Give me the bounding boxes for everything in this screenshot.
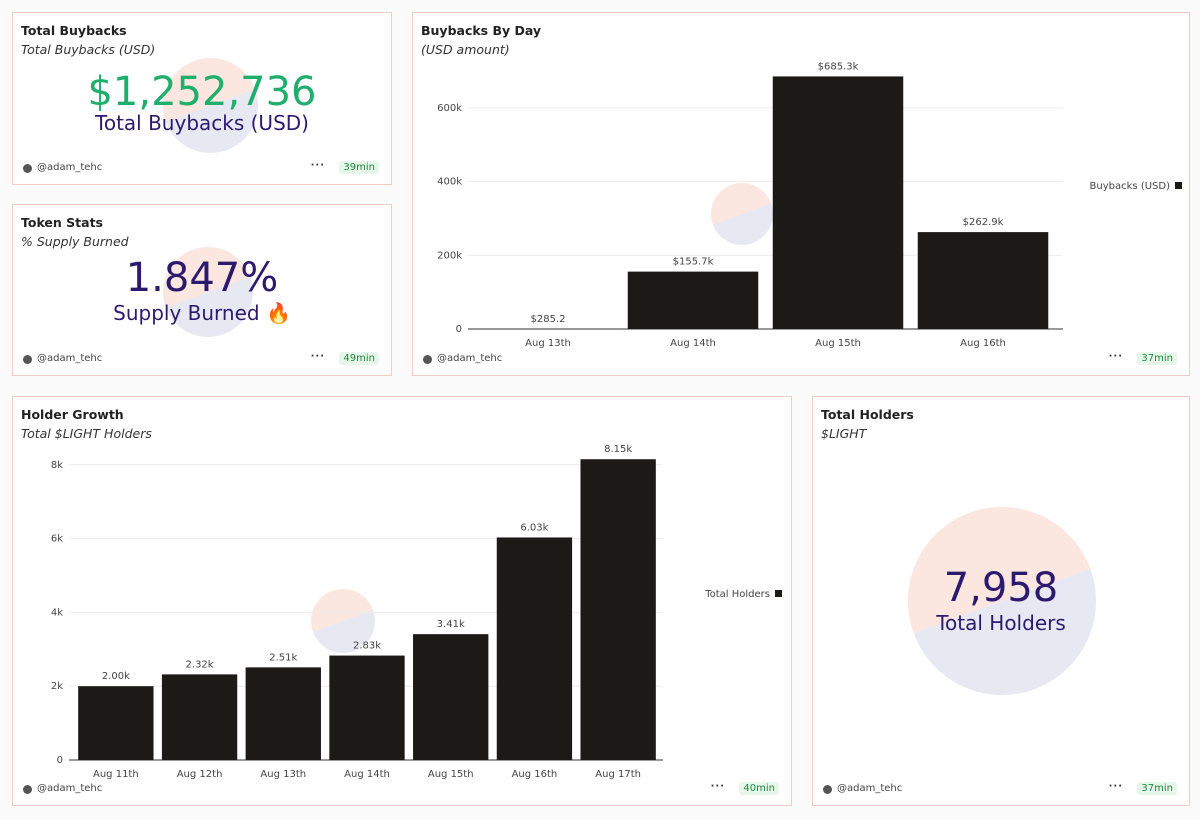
data-label: $685.3k: [818, 61, 859, 72]
data-label: 8.15k: [604, 444, 632, 455]
watermark: [163, 58, 258, 153]
chart-panel: 0 200k 400k 600k Aug 13th Aug 14th Aug 15th Aug…: [412, 12, 1190, 376]
watermark: [908, 507, 1096, 695]
panel-title: Token Stats: [21, 215, 103, 230]
watermark: [163, 247, 253, 337]
panel-subtitle: $LIGHT: [821, 426, 867, 441]
bar: [161, 674, 238, 760]
bar: [413, 634, 489, 760]
footer: @adam_tehc ··· 49min: [21, 351, 383, 367]
author: @adam_tehc: [437, 353, 503, 364]
chart-title: Holder Growth: [21, 407, 124, 422]
bar: [627, 271, 759, 329]
y-tick-label: 6k: [51, 534, 63, 545]
watermark: [711, 183, 773, 245]
chart-title: Buybacks By Day: [421, 23, 542, 38]
data-label: 2.51k: [269, 652, 297, 663]
y-tick-label: 600k: [437, 103, 462, 114]
panel-subtitle: % Supply Burned: [21, 234, 129, 249]
legend-label: Buybacks (USD): [1090, 181, 1171, 192]
x-tick-label: Aug 16th: [960, 338, 1006, 349]
bar: [496, 537, 573, 760]
watermark: [311, 589, 375, 653]
age-badge: 49min: [339, 352, 379, 365]
y-tick-label: 400k: [437, 177, 462, 188]
data-label: 6.03k: [520, 522, 548, 533]
footer: @adam_tehc ··· 37min: [821, 781, 1181, 797]
y-tick-label: 0: [456, 324, 462, 335]
x-tick-label: Aug 14th: [344, 769, 390, 780]
legend-label: Total Holders: [704, 589, 770, 600]
data-label: 2.32k: [186, 659, 214, 670]
counter-value: $1,252,736: [87, 69, 317, 115]
y-tick-label: 4k: [51, 607, 63, 618]
data-label: 3.41k: [437, 619, 465, 630]
author: @adam_tehc: [837, 783, 903, 794]
bar: [78, 686, 154, 760]
data-label: $155.7k: [673, 257, 714, 268]
data-label: $285.2: [531, 314, 566, 325]
menu[interactable]: ···: [1108, 781, 1123, 792]
age-badge: 39min: [339, 161, 379, 174]
counter-value: 1.847%: [125, 255, 279, 301]
author: @adam_tehc: [37, 783, 103, 794]
data-label: 2.00k: [102, 671, 130, 682]
y-tick-label: 200k: [437, 250, 462, 261]
chart: 0 200k 400k 600k Aug 13th Aug 14th Aug 15th Aug…: [437, 61, 1182, 349]
menu[interactable]: ···: [710, 781, 725, 792]
menu[interactable]: ···: [310, 160, 325, 171]
y-tick-label: 0: [57, 755, 63, 766]
chart-subtitle: Total $LIGHT Holders: [21, 426, 152, 441]
bar: [245, 667, 321, 760]
counter-panel: Token Stats % Supply Burned 1.847% Suppl…: [12, 204, 392, 376]
chart: 0 2k 4k 6k 8k Aug 11th Aug 12th Aug 13th Aug 14t…: [51, 444, 782, 780]
x-tick-label: Aug 11th: [93, 769, 139, 780]
age-badge: 40min: [739, 782, 779, 795]
counter-value: 7,958: [943, 565, 1059, 611]
legend-swatch: [775, 590, 782, 597]
counter-panel: Total Buybacks Total Buybacks (USD) $1,2…: [12, 12, 392, 185]
age-badge: 37min: [1137, 782, 1177, 795]
counter-label: Total Holders: [936, 611, 1066, 635]
bar: [917, 232, 1049, 329]
x-tick-label: Aug 14th: [670, 338, 716, 349]
panel-subtitle: Total Buybacks (USD): [21, 42, 156, 57]
x-tick-label: Aug 15th: [428, 769, 474, 780]
x-tick-label: Aug 13th: [525, 338, 571, 349]
y-tick-label: 8k: [51, 460, 63, 471]
counter-label: Total Buybacks (USD): [95, 111, 309, 135]
bar: [329, 655, 405, 760]
panel-title: Total Buybacks: [21, 23, 127, 38]
x-tick-label: Aug 16th: [512, 769, 558, 780]
chart-subtitle: (USD amount): [421, 42, 510, 57]
legend-swatch: [1175, 182, 1182, 189]
data-label: 2.83k: [353, 641, 381, 652]
x-tick-label: Aug 17th: [595, 769, 641, 780]
bar: [580, 459, 656, 760]
author: @adam_tehc: [37, 162, 103, 173]
menu[interactable]: ···: [310, 351, 325, 362]
footer: @adam_tehc ··· 37min: [421, 351, 1181, 367]
chart-panel: 0 2k 4k 6k 8k Aug 11th Aug 12th Aug 13th Aug 14t…: [12, 396, 792, 806]
menu[interactable]: ···: [1108, 351, 1123, 362]
bar: [772, 76, 904, 329]
age-badge: 37min: [1137, 352, 1177, 365]
y-tick-label: 2k: [51, 681, 63, 692]
counter-panel: Total Holders $LIGHT 7,958 Total Holders…: [812, 396, 1190, 806]
panel-title: Total Holders: [821, 407, 914, 422]
x-tick-label: Aug 15th: [815, 338, 861, 349]
footer: @adam_tehc ··· 40min: [21, 781, 783, 797]
x-tick-label: Aug 12th: [177, 769, 223, 780]
counter-label: Supply Burned 🔥: [113, 301, 291, 325]
x-tick-label: Aug 13th: [260, 769, 306, 780]
footer: @adam_tehc ··· 39min: [21, 160, 383, 176]
author: @adam_tehc: [37, 353, 103, 364]
data-label: $262.9k: [963, 217, 1004, 228]
